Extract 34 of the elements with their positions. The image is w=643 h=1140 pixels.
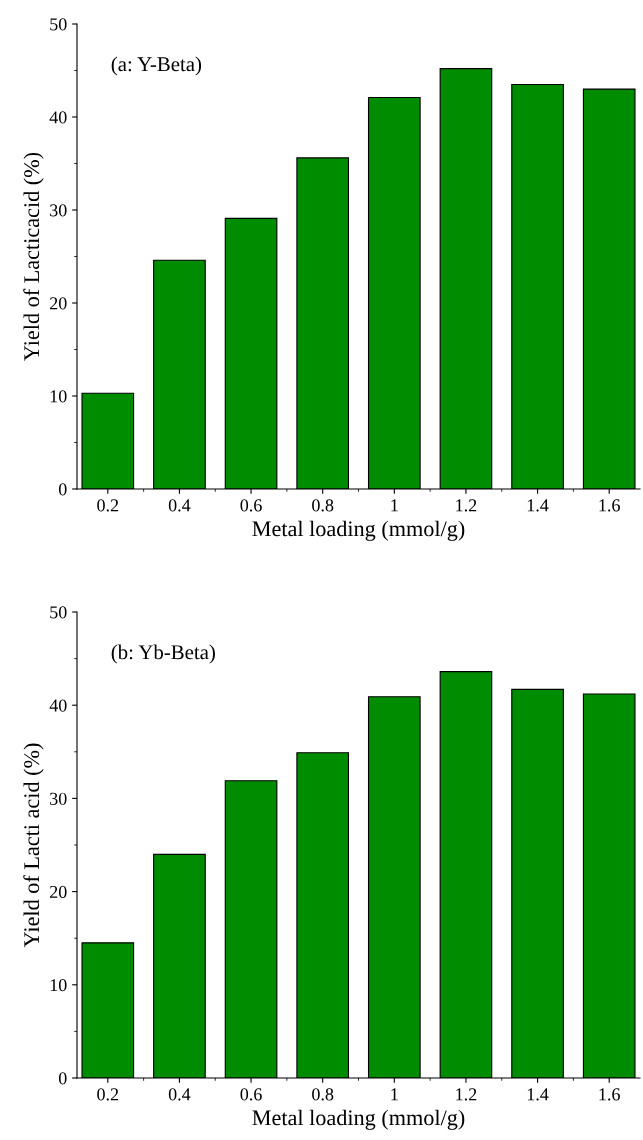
x-tick-label: 1.4 bbox=[527, 1088, 549, 1101]
x-tick-label: 0.6 bbox=[240, 499, 262, 512]
x-tick-label: 0.2 bbox=[97, 1088, 119, 1101]
y-tick-label: 30 bbox=[50, 792, 67, 805]
x-tick-label: 1.2 bbox=[456, 1088, 477, 1101]
y-tick-label: 0 bbox=[58, 483, 67, 496]
y-tick-label: 10 bbox=[50, 979, 67, 992]
annotation: (a: Y-Beta) bbox=[111, 56, 202, 76]
y-axis-title: Yield of Lacti acid (%) bbox=[23, 743, 44, 948]
x-tick-label: 0.2 bbox=[97, 499, 119, 512]
y-tick-label: 0 bbox=[58, 1072, 67, 1085]
x-tick-label: 0.8 bbox=[312, 499, 334, 512]
y-tick-label: 20 bbox=[50, 297, 67, 310]
y-tick-label: 50 bbox=[50, 606, 67, 619]
x-tick-label: 1.6 bbox=[599, 1088, 620, 1101]
y-tick-label: 10 bbox=[50, 390, 67, 403]
y-tick-label: 40 bbox=[49, 699, 67, 712]
x-tick-label: 1.6 bbox=[599, 499, 620, 512]
annotation: (b: Yb-Beta) bbox=[111, 644, 215, 664]
x-axis-title: Metal loading (mmol/g) bbox=[252, 1109, 465, 1130]
y-axis-title: Yield of Lacticacid (%) bbox=[23, 152, 44, 361]
x-tick-label: 0.6 bbox=[240, 1088, 262, 1101]
y-tick-label: 40 bbox=[49, 111, 67, 124]
x-tick-label: 1 bbox=[391, 1088, 398, 1101]
y-tick-label: 50 bbox=[50, 18, 67, 31]
x-tick-label: 0.4 bbox=[168, 499, 191, 512]
y-tick-label: 20 bbox=[50, 885, 67, 899]
x-tick-label: 0.4 bbox=[168, 1088, 191, 1101]
x-tick-label: 1.2 bbox=[456, 499, 477, 512]
x-tick-label: 0.8 bbox=[312, 1088, 334, 1101]
y-tick-label: 30 bbox=[50, 204, 67, 217]
x-tick-label: 1 bbox=[391, 499, 398, 512]
x-tick-label: 1.4 bbox=[527, 499, 549, 512]
x-axis-title: Metal loading (mmol/g) bbox=[252, 520, 465, 541]
